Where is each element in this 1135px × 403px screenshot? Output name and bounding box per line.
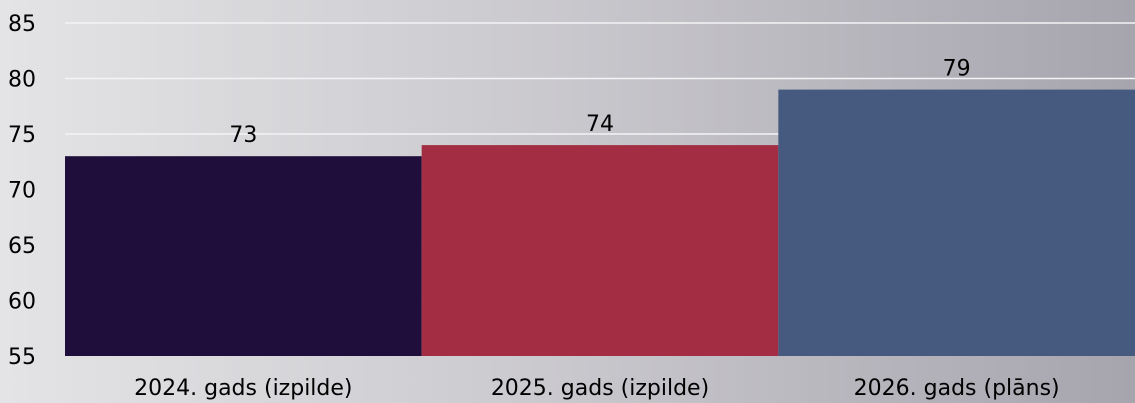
bars [65,89,1135,356]
value-labels: 73 74 79 [229,57,970,149]
bar [65,156,422,356]
bar [421,145,779,356]
y-tick-label: 80 [8,68,36,93]
y-tick-label: 60 [8,290,36,315]
x-category-label: 2025. gads (izpilde) [491,376,709,401]
y-tick-label: 55 [8,345,36,370]
y-tick-label: 65 [8,234,36,259]
data-label: 74 [586,112,614,137]
x-category-label: 2024. gads (izpilde) [134,376,352,401]
x-axis-categories: 2024. gads (izpilde) 2025. gads (izpilde)… [134,376,1060,401]
y-tick-label: 75 [8,123,36,148]
data-label: 79 [943,57,971,82]
y-axis-ticks: 55 60 65 70 75 80 85 [8,12,36,370]
bar [778,89,1135,356]
y-tick-label: 70 [8,179,36,204]
x-category-label: 2026. gads (plāns) [854,376,1060,401]
y-tick-label: 85 [8,12,36,37]
data-label: 73 [229,123,257,148]
